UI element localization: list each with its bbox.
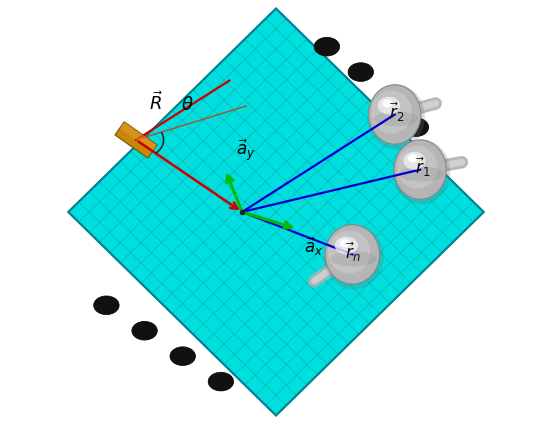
Ellipse shape xyxy=(208,372,233,391)
Ellipse shape xyxy=(378,97,400,114)
Ellipse shape xyxy=(328,231,370,273)
Ellipse shape xyxy=(170,347,195,365)
Text: $\vec{r}_1$: $\vec{r}_1$ xyxy=(415,156,430,179)
Ellipse shape xyxy=(408,154,418,162)
Ellipse shape xyxy=(392,139,450,205)
Text: $\theta$: $\theta$ xyxy=(181,97,193,114)
Ellipse shape xyxy=(323,224,384,290)
Text: $\vec{R}$: $\vec{R}$ xyxy=(149,92,163,114)
Text: $\vec{a}_x$: $\vec{a}_x$ xyxy=(304,235,323,258)
Ellipse shape xyxy=(335,237,358,254)
Ellipse shape xyxy=(348,63,374,81)
Ellipse shape xyxy=(367,84,424,150)
Ellipse shape xyxy=(314,37,339,56)
Ellipse shape xyxy=(331,251,377,266)
Text: $\vec{r}_2$: $\vec{r}_2$ xyxy=(389,100,405,124)
Ellipse shape xyxy=(132,321,157,340)
Text: $\vec{a}_y$: $\vec{a}_y$ xyxy=(236,137,255,163)
Ellipse shape xyxy=(403,118,429,137)
Ellipse shape xyxy=(399,167,444,181)
Ellipse shape xyxy=(371,91,412,134)
Polygon shape xyxy=(115,122,157,158)
Ellipse shape xyxy=(339,239,350,247)
Ellipse shape xyxy=(383,99,392,107)
Ellipse shape xyxy=(404,152,426,170)
Ellipse shape xyxy=(378,88,403,107)
Ellipse shape xyxy=(374,112,418,126)
Ellipse shape xyxy=(397,146,437,189)
Ellipse shape xyxy=(94,296,119,315)
Ellipse shape xyxy=(394,140,446,199)
Polygon shape xyxy=(120,122,157,151)
Text: $\vec{r}_n$: $\vec{r}_n$ xyxy=(346,240,361,264)
Ellipse shape xyxy=(369,85,421,144)
Polygon shape xyxy=(68,8,484,416)
Ellipse shape xyxy=(325,225,380,284)
